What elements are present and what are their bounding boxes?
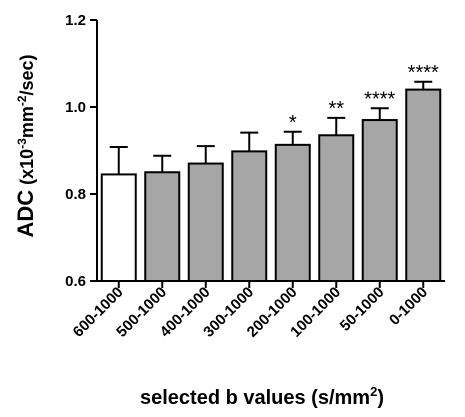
bar (187, 162, 224, 282)
x-axis-title-main: selected b values (s/mm (140, 387, 370, 409)
x-axis-title: selected b values (s/mm2) (140, 384, 384, 409)
bar (100, 173, 137, 282)
y-axis-title-main: ADC (13, 190, 38, 238)
y-axis-title-paren: (x10 (17, 149, 37, 190)
x-axis-title-end: ) (377, 387, 384, 409)
y-axis-title: ADC (x10-3mm-2/sec) (13, 54, 38, 237)
bar (144, 171, 181, 282)
significance-label: ** (328, 98, 344, 120)
y-axis: 0.6 0.8 1.0 1.2 (65, 12, 98, 290)
y-tick-label: 1.2 (65, 12, 86, 29)
bar (318, 134, 355, 282)
significance-label: **** (364, 88, 395, 110)
bar (361, 119, 398, 282)
y-tick-label: 0.6 (65, 273, 86, 290)
y-axis-title-end: /sec) (17, 54, 37, 95)
y-tick-label: 1.0 (65, 99, 86, 116)
significance-label: **** (408, 62, 439, 84)
x-axis-title-exp: 2 (370, 384, 377, 399)
y-tick-label: 0.8 (65, 186, 86, 203)
bar (231, 150, 268, 282)
y-axis-title-exp2: -2 (15, 95, 29, 106)
bars-group: *** ******** (100, 62, 442, 282)
y-axis-title-exp1: -3 (15, 138, 29, 149)
bar (405, 88, 442, 282)
x-tick-label: 0-1000 (386, 284, 431, 329)
bar (274, 143, 311, 282)
y-axis-title-mid: mm (17, 106, 37, 138)
significance-label: * (289, 112, 297, 134)
x-axis: 600-1000500-1000400-1000300-1000200-1000… (70, 280, 445, 341)
x-tick-label: 50-1000 (337, 284, 388, 335)
